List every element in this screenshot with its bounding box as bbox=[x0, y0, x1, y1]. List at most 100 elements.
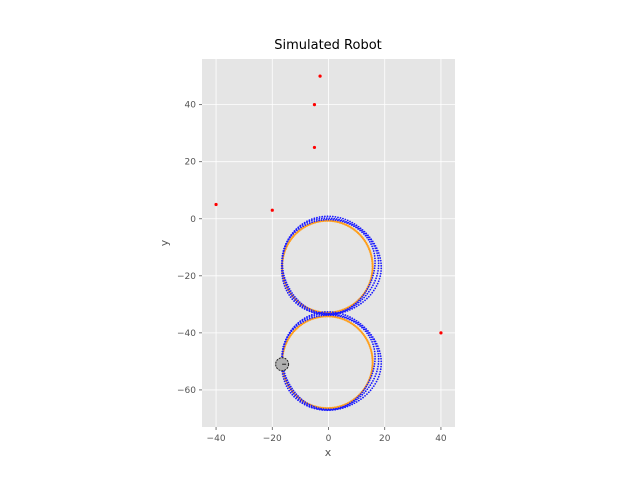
estimate-point bbox=[358, 227, 361, 230]
estimate-point bbox=[368, 236, 371, 239]
true-path-point bbox=[369, 346, 372, 350]
estimate-point bbox=[377, 264, 380, 267]
y-tick-label: 20 bbox=[185, 158, 197, 168]
estimate-point bbox=[280, 269, 283, 272]
estimate-point bbox=[313, 220, 316, 223]
estimate-point bbox=[289, 388, 292, 391]
estimate-point bbox=[370, 243, 372, 245]
estimate-point bbox=[281, 277, 284, 280]
true-path-point bbox=[370, 353, 374, 357]
estimate-point bbox=[332, 218, 335, 221]
estimate-point bbox=[378, 350, 381, 352]
estimate-point bbox=[294, 394, 297, 397]
estimate-point bbox=[375, 345, 378, 348]
estimate-point bbox=[310, 219, 313, 222]
estimate-point bbox=[330, 217, 333, 220]
estimate-point bbox=[303, 221, 306, 224]
estimate-point bbox=[295, 393, 298, 396]
estimate-point bbox=[362, 389, 365, 392]
estimate-point bbox=[371, 245, 373, 248]
estimate-point bbox=[337, 216, 339, 219]
estimate-point bbox=[283, 277, 286, 279]
estimate-point bbox=[377, 352, 380, 355]
estimate-point bbox=[326, 310, 329, 313]
estimate-point bbox=[318, 311, 321, 314]
estimate-point bbox=[325, 314, 328, 317]
estimate-point bbox=[348, 309, 351, 311]
estimate-point bbox=[371, 387, 374, 390]
true-path-point bbox=[371, 260, 374, 263]
estimate-point bbox=[311, 406, 313, 409]
estimate-point bbox=[281, 355, 283, 358]
estimate-point bbox=[364, 299, 366, 302]
estimate-point bbox=[370, 333, 373, 336]
estimate-point bbox=[344, 314, 347, 316]
estimate-point bbox=[378, 254, 381, 257]
true-path-point bbox=[368, 248, 371, 251]
true-path-point bbox=[369, 348, 373, 351]
estimate-point bbox=[373, 360, 376, 363]
estimate-point bbox=[282, 347, 285, 350]
estimate-point bbox=[293, 325, 296, 328]
estimate-point bbox=[355, 305, 358, 308]
estimate-point bbox=[338, 314, 340, 317]
estimate-point bbox=[379, 257, 382, 259]
estimate-point bbox=[362, 396, 364, 399]
estimate-point bbox=[295, 323, 298, 326]
estimate-point bbox=[315, 315, 318, 318]
estimate-point bbox=[375, 380, 378, 383]
estimate-point bbox=[370, 279, 373, 282]
estimate-point bbox=[367, 391, 370, 394]
estimate-point bbox=[285, 379, 288, 382]
estimate-point bbox=[337, 312, 339, 314]
landmark-series bbox=[214, 74, 443, 335]
estimate-point bbox=[359, 395, 362, 398]
estimate-point bbox=[380, 270, 382, 272]
estimate-point bbox=[371, 291, 374, 294]
estimate-point bbox=[308, 317, 311, 320]
estimate-point bbox=[297, 299, 299, 302]
y-axis-label: y bbox=[158, 239, 171, 246]
estimate-point bbox=[369, 384, 372, 387]
estimate-point bbox=[372, 284, 374, 287]
estimate-point bbox=[342, 219, 345, 222]
true-path-point bbox=[338, 316, 341, 320]
estimate-point bbox=[342, 315, 345, 318]
true-path-point bbox=[370, 368, 374, 371]
true-path-point bbox=[335, 316, 338, 319]
estimate-point bbox=[286, 291, 289, 294]
estimate-point bbox=[377, 363, 380, 365]
estimate-point bbox=[374, 353, 376, 355]
estimate-point bbox=[281, 352, 284, 355]
estimate-point bbox=[313, 217, 316, 220]
x-tick-label: −40 bbox=[207, 434, 226, 444]
estimate-point bbox=[281, 275, 284, 277]
estimate-point bbox=[321, 409, 324, 411]
estimate-point bbox=[345, 220, 347, 223]
estimate-point bbox=[329, 311, 332, 313]
estimate-point bbox=[379, 370, 382, 373]
estimate-point bbox=[379, 368, 382, 371]
chart-title: Simulated Robot bbox=[274, 38, 382, 53]
y-tick-label: 0 bbox=[190, 215, 196, 225]
true-path-point bbox=[370, 256, 373, 259]
estimate-point bbox=[377, 267, 380, 270]
estimate-point bbox=[375, 342, 378, 345]
estimate-point bbox=[313, 310, 315, 312]
estimate-point bbox=[373, 264, 376, 267]
estimate-point bbox=[299, 224, 302, 227]
estimate-point bbox=[329, 218, 332, 221]
estimate-point bbox=[372, 247, 374, 250]
estimate-point bbox=[282, 252, 285, 255]
estimate-point bbox=[285, 242, 288, 245]
estimate-point bbox=[297, 399, 299, 402]
true-path-point bbox=[340, 221, 343, 225]
true-path-point bbox=[340, 309, 343, 312]
estimate-point bbox=[297, 321, 300, 324]
estimate-point bbox=[367, 290, 370, 293]
estimate-point bbox=[361, 391, 364, 394]
estimate-point bbox=[359, 393, 362, 396]
estimate-point bbox=[287, 238, 290, 241]
estimate-point bbox=[284, 382, 287, 385]
